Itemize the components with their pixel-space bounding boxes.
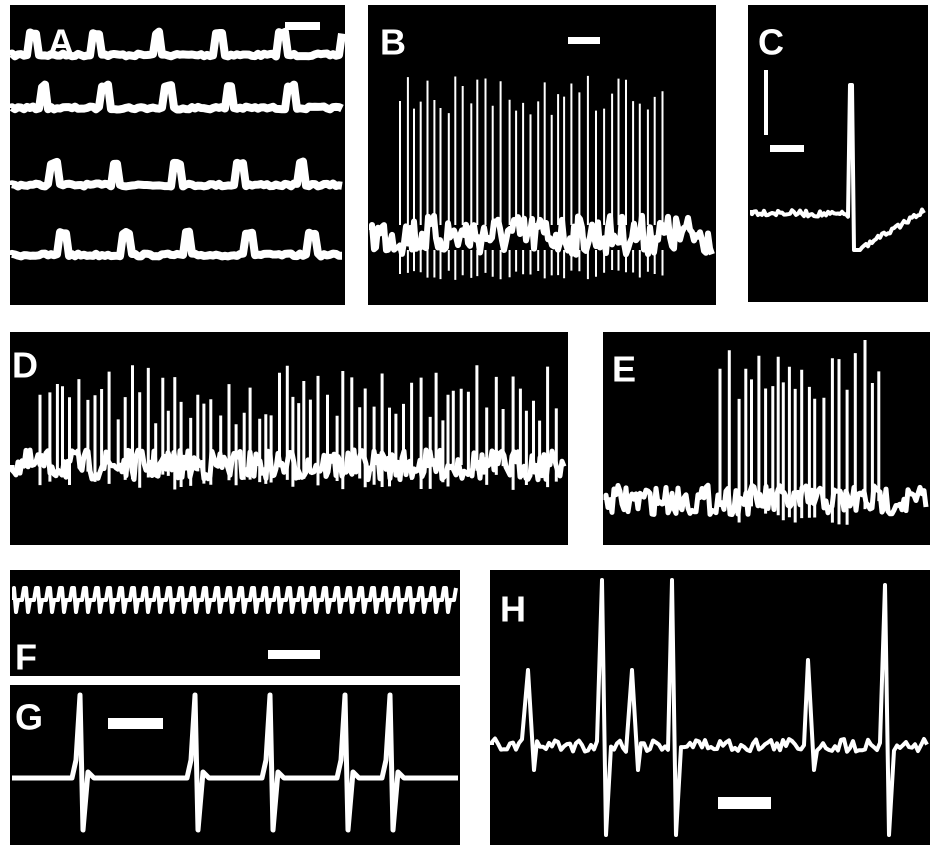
scale-bar — [268, 650, 320, 659]
scale-bar — [285, 22, 320, 30]
panel-label: H — [500, 589, 526, 630]
page: ABCDEFGH (() => { const data = JSON.pars… — [0, 0, 934, 849]
panel-label: B — [380, 22, 406, 63]
panel-label: E — [612, 349, 636, 390]
scale-bar — [568, 37, 600, 44]
panel-label: A — [48, 22, 74, 63]
panel-label: F — [15, 637, 37, 678]
panel — [490, 570, 930, 845]
scale-bar — [108, 718, 163, 729]
panel — [10, 570, 460, 676]
figure: A B C D E FG H — [0, 0, 934, 849]
panel-label: C — [758, 22, 784, 63]
panel-label: D — [12, 345, 38, 386]
panel-label: G — [15, 697, 43, 738]
scale-bar — [770, 145, 804, 152]
scale-bar — [718, 797, 771, 809]
